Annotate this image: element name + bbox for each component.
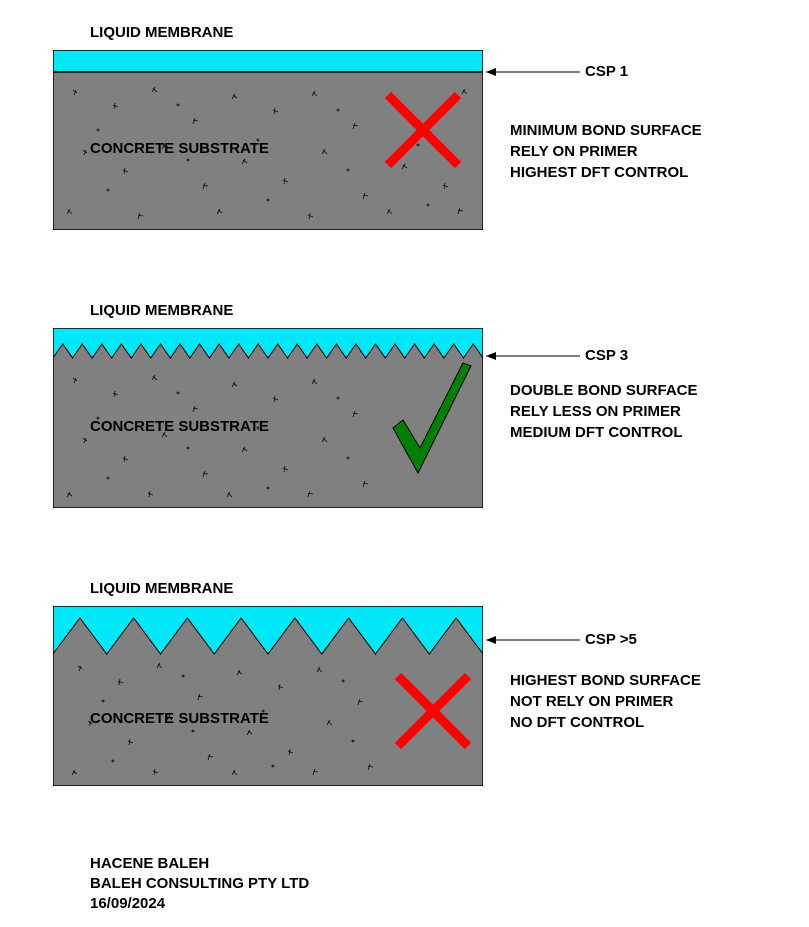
panel2-substrate-label: CONCRETE SUBSTRATE [90,418,269,435]
panel1-annotation: MINIMUM BOND SURFACE RELY ON PRIMER HIGH… [510,120,702,183]
panel1-membrane [53,50,483,72]
footer-author: HACENE BALEH [90,855,209,872]
panel1-arrow [483,62,583,82]
panel3-svg [53,606,483,786]
panel3-annotation: HIGHEST BOND SURFACE NOT RELY ON PRIMER … [510,670,701,733]
panel3-substrate-label: CONCRETE SUBSTRATE [90,710,269,727]
footer-company: BALEH CONSULTING PTY LTD [90,875,309,892]
panel3-arrow [483,630,583,650]
panel2-title: LIQUID MEMBRANE [90,302,233,319]
panel3-csp-label: CSP >5 [585,631,637,648]
panel2-arrow [483,346,583,366]
panel1-substrate-label: CONCRETE SUBSTRATE [90,140,269,157]
panel1-title: LIQUID MEMBRANE [90,24,233,41]
footer-date: 16/09/2024 [90,895,165,912]
panel3-title: LIQUID MEMBRANE [90,580,233,597]
panel1-csp-label: CSP 1 [585,63,628,80]
panel2-csp-label: CSP 3 [585,347,628,364]
panel2-annotation: DOUBLE BOND SURFACE RELY LESS ON PRIMER … [510,380,698,443]
diagram-page: { "colors": { "membrane": "#00E7F8", "co… [0,0,809,927]
